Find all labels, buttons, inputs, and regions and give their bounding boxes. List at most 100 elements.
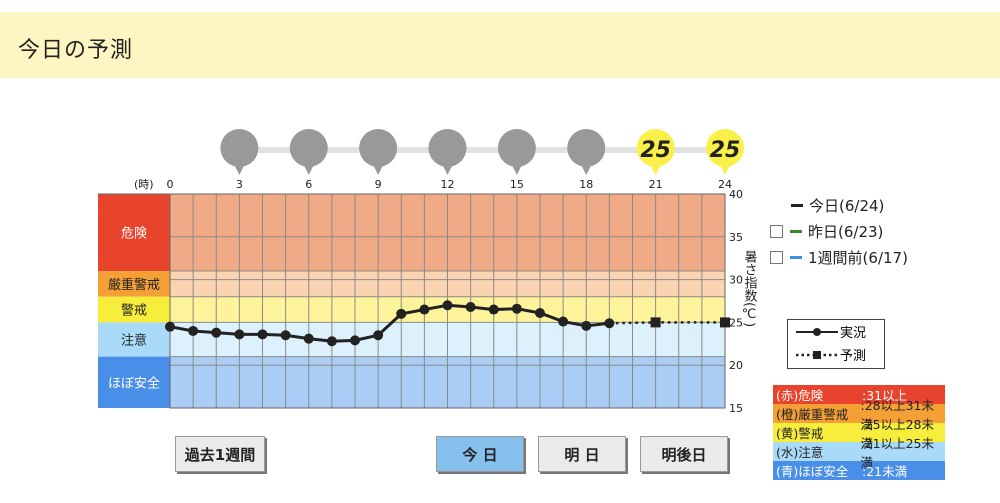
x-tick-label: 6: [305, 178, 312, 191]
tomorrow-button[interactable]: 明 日: [538, 436, 626, 472]
line-legend-actual: 実況: [788, 320, 884, 343]
x-tick-label: 3: [236, 178, 243, 191]
actual-point: [257, 329, 268, 340]
x-tick-label: 24: [718, 178, 732, 191]
marker-pin: [428, 129, 467, 167]
marker-pin: [497, 129, 536, 167]
y-axis-label: 暑さ指数(℃): [742, 250, 758, 327]
dotted-line-icon: [796, 350, 838, 359]
band-label: 危険: [121, 227, 147, 242]
marker-pin: [289, 129, 328, 167]
legend-yesterday-label: 昨日(6/23): [808, 222, 884, 241]
band-label-bg: [98, 194, 170, 272]
y-tick-label: 25: [729, 316, 743, 329]
scale-row: (水)注意 :21以上25未満: [773, 436, 945, 470]
actual-point: [326, 336, 337, 347]
actual-point: [511, 303, 522, 314]
actual-point: [211, 327, 222, 338]
scale-level-range: :25以上28未満: [860, 416, 935, 451]
x-tick-label: 0: [167, 178, 174, 191]
actual-point: [581, 320, 592, 331]
level-scale-legend: (赤)危険 :31以上 (橙)厳重警戒 :28以上31未満 (黄)警戒 :25以上28未満…: [773, 385, 945, 480]
actual-point: [558, 316, 569, 327]
scale-level-name: (青)ほぼ安全: [776, 464, 849, 479]
marker-pin: [359, 129, 398, 167]
scale-row: (黄)警戒 :25以上28未満: [773, 417, 945, 451]
actual-point: [442, 300, 453, 311]
scale-level-name: (赤)危険: [776, 388, 824, 403]
actual-point: [165, 321, 175, 332]
marker-value: 25: [640, 138, 671, 163]
day-after-button[interactable]: 明後日: [640, 436, 728, 472]
legend-yesterday[interactable]: 昨日(6/23): [770, 218, 908, 244]
solid-line-icon: [796, 327, 838, 336]
x-tick-label: 21: [649, 178, 663, 191]
week-ago-checkbox[interactable]: [770, 250, 783, 264]
scale-row: (橙)厳重警戒 :28以上31未満: [773, 398, 945, 432]
marker-value: 25: [710, 138, 741, 163]
marker-pin: [567, 129, 606, 167]
y-tick-label: 20: [729, 359, 743, 372]
legend-week-ago-label: 1週間前(6/17): [808, 248, 908, 267]
band-label: ほぼ安全: [108, 375, 160, 391]
marker-pin: [220, 129, 259, 167]
x-tick-label: 18: [579, 178, 593, 191]
hour-unit-label: (時): [134, 178, 154, 191]
band-label-bg: [98, 322, 170, 357]
actual-point: [373, 330, 384, 341]
legend-today-swatch: [791, 203, 803, 207]
legend-today: 今日(6/24): [770, 192, 908, 218]
x-tick-label: 12: [441, 178, 455, 191]
scale-level-range: :31以上: [862, 388, 908, 403]
x-tick-label: 9: [375, 178, 382, 191]
scale-level-name: (水)注意: [776, 445, 824, 460]
band-label: 厳重警戒: [108, 277, 160, 293]
actual-point: [350, 335, 360, 346]
page-header: 今日の予測: [0, 12, 1000, 78]
scale-level-name: (橙)厳重警戒: [776, 407, 849, 422]
legend-week-ago[interactable]: 1週間前(6/17): [770, 244, 908, 270]
band-label: 注意: [121, 333, 147, 349]
x-tick-label: 15: [510, 178, 524, 191]
line-legend-forecast: 予測: [788, 343, 884, 366]
marker-pin: [706, 129, 744, 167]
scale-level-name: (黄)警戒: [776, 426, 824, 441]
today-button[interactable]: 今 日: [436, 436, 524, 472]
band-label-bg: [98, 356, 170, 408]
y-tick-label: 15: [729, 402, 743, 415]
y-tick-label: 30: [729, 274, 743, 287]
actual-point: [465, 301, 476, 312]
actual-point: [280, 330, 291, 341]
band-label: 警戒: [121, 303, 147, 319]
actual-point: [488, 304, 499, 315]
line-legend-forecast-label: 予測: [840, 349, 867, 364]
y-tick-label: 40: [729, 188, 743, 201]
y-tick-label: 35: [729, 231, 743, 244]
band-label-bg: [98, 271, 170, 297]
actual-point: [234, 329, 245, 340]
legend-today-label: 今日(6/24): [809, 196, 885, 215]
comparison-legend: 今日(6/24) 昨日(6/23) 1週間前(6/17): [770, 192, 908, 270]
forecast-point: [650, 317, 661, 328]
scale-level-range: :28以上31未満: [860, 397, 935, 432]
actual-point: [188, 325, 199, 336]
actual-point: [396, 308, 407, 319]
scale-level-range: :21未満: [862, 464, 908, 479]
scale-row: (青)ほぼ安全 :21未満: [773, 461, 945, 480]
scale-row: (赤)危険 :31以上: [773, 385, 945, 404]
forecast-point: [720, 317, 730, 328]
actual-point: [535, 307, 545, 318]
legend-week-ago-swatch: [790, 255, 802, 259]
page-title: 今日の予測: [18, 38, 134, 63]
actual-point: [419, 304, 430, 315]
line-style-legend: 実況 予測: [787, 319, 885, 369]
yesterday-checkbox[interactable]: [770, 224, 783, 238]
actual-point: [303, 333, 314, 344]
band-label-bg: [98, 296, 170, 323]
marker-pin: [636, 129, 675, 167]
scale-level-range: :21以上25未満: [860, 435, 935, 470]
line-legend-actual-label: 実況: [840, 326, 867, 341]
past-week-button[interactable]: 過去1週間: [175, 436, 265, 472]
legend-yesterday-swatch: [790, 229, 802, 233]
